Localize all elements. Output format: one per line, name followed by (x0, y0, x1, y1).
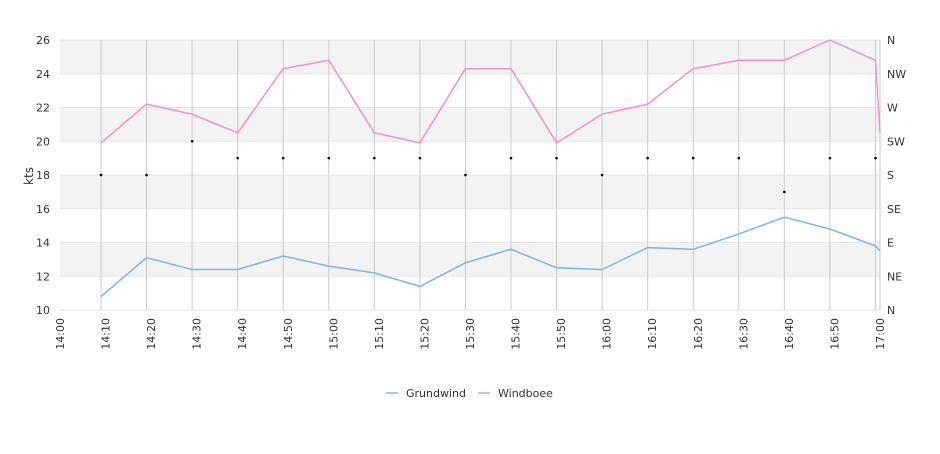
direction-tick-label: S (887, 169, 894, 182)
direction-point (236, 156, 239, 160)
x-tick-label: 17:00 (874, 318, 887, 350)
y-tick-label: 12 (36, 270, 50, 283)
x-tick-label: 16:50 (828, 318, 841, 350)
x-tick-label: 14:20 (145, 318, 158, 350)
direction-point (281, 156, 285, 160)
x-tick-label: 14:30 (191, 318, 204, 350)
x-tick-label: 15:40 (510, 318, 523, 350)
x-tick-label: 14:50 (282, 318, 295, 350)
direction-point (509, 156, 513, 160)
direction-point (646, 156, 649, 160)
direction-tick-label: W (887, 102, 898, 115)
x-tick-label: 16:20 (692, 318, 705, 350)
series-line-grundwind (100, 216, 881, 298)
direction-point (373, 156, 376, 160)
direction-tick-label: NE (887, 270, 902, 283)
direction-point (464, 173, 467, 177)
direction-point (737, 156, 741, 160)
plot-band (60, 242, 880, 277)
direction-point (600, 173, 604, 177)
y-axis-left: 10 12 14 16 18 20 22 24 26 (36, 34, 50, 317)
grid-lines (60, 39, 881, 311)
y-tick-label: 14 (36, 237, 50, 250)
x-tick-label: 16:10 (646, 318, 659, 350)
direction-layer (99, 139, 877, 194)
direction-point (190, 139, 194, 143)
legend: Grundwind Windboee (386, 387, 553, 400)
y-tick-label: 10 (36, 304, 50, 317)
y-axis-title: kts (22, 167, 36, 185)
direction-tick-label: N (887, 304, 895, 317)
series-line-windboee (100, 39, 881, 144)
direction-tick-label: SE (887, 203, 901, 216)
y-tick-label: 18 (36, 169, 50, 182)
x-tick-label: 14:10 (100, 318, 113, 350)
y-tick-label: 26 (36, 34, 50, 47)
direction-point (828, 156, 832, 160)
x-tick-label: 15:00 (327, 318, 340, 350)
direction-point (145, 173, 148, 177)
x-tick-label: 15:50 (555, 318, 568, 350)
direction-tick-label: NW (887, 68, 906, 81)
x-tick-label: 14:40 (236, 318, 249, 350)
plot-band (60, 175, 880, 209)
x-tick-label: 15:30 (464, 318, 477, 350)
direction-tick-label: E (887, 237, 894, 250)
direction-point (555, 156, 558, 160)
y-tick-label: 16 (36, 203, 50, 216)
y-tick-label: 22 (36, 102, 50, 115)
x-tick-label: 16:40 (783, 318, 796, 350)
x-tick-label: 15:10 (373, 318, 386, 350)
x-tick-label: 16:00 (601, 318, 614, 350)
direction-tick-label: N (887, 34, 895, 47)
legend-label: Windboee (498, 387, 553, 400)
x-tick-label: 15:20 (418, 318, 431, 350)
y-axis-right: N NE E SE S SW W NW N (887, 34, 906, 317)
plot-bands (60, 40, 880, 277)
direction-point (418, 156, 422, 160)
series-layer (100, 39, 881, 298)
direction-point (691, 156, 695, 160)
x-tick-label: 14:00 (54, 318, 67, 350)
direction-tick-label: SW (887, 135, 905, 148)
legend-label: Grundwind (406, 387, 466, 400)
direction-point (327, 156, 331, 160)
direction-point (874, 156, 877, 160)
plot-band (60, 107, 880, 142)
direction-point (99, 173, 103, 177)
x-tick-label: 16:30 (737, 318, 750, 350)
direction-point (783, 190, 786, 194)
x-axis: 14:00 14:10 14:20 14:30 14:40 14:50 15:00 15:10… (54, 318, 887, 350)
y-tick-label: 20 (36, 135, 50, 148)
y-tick-label: 24 (36, 68, 50, 81)
